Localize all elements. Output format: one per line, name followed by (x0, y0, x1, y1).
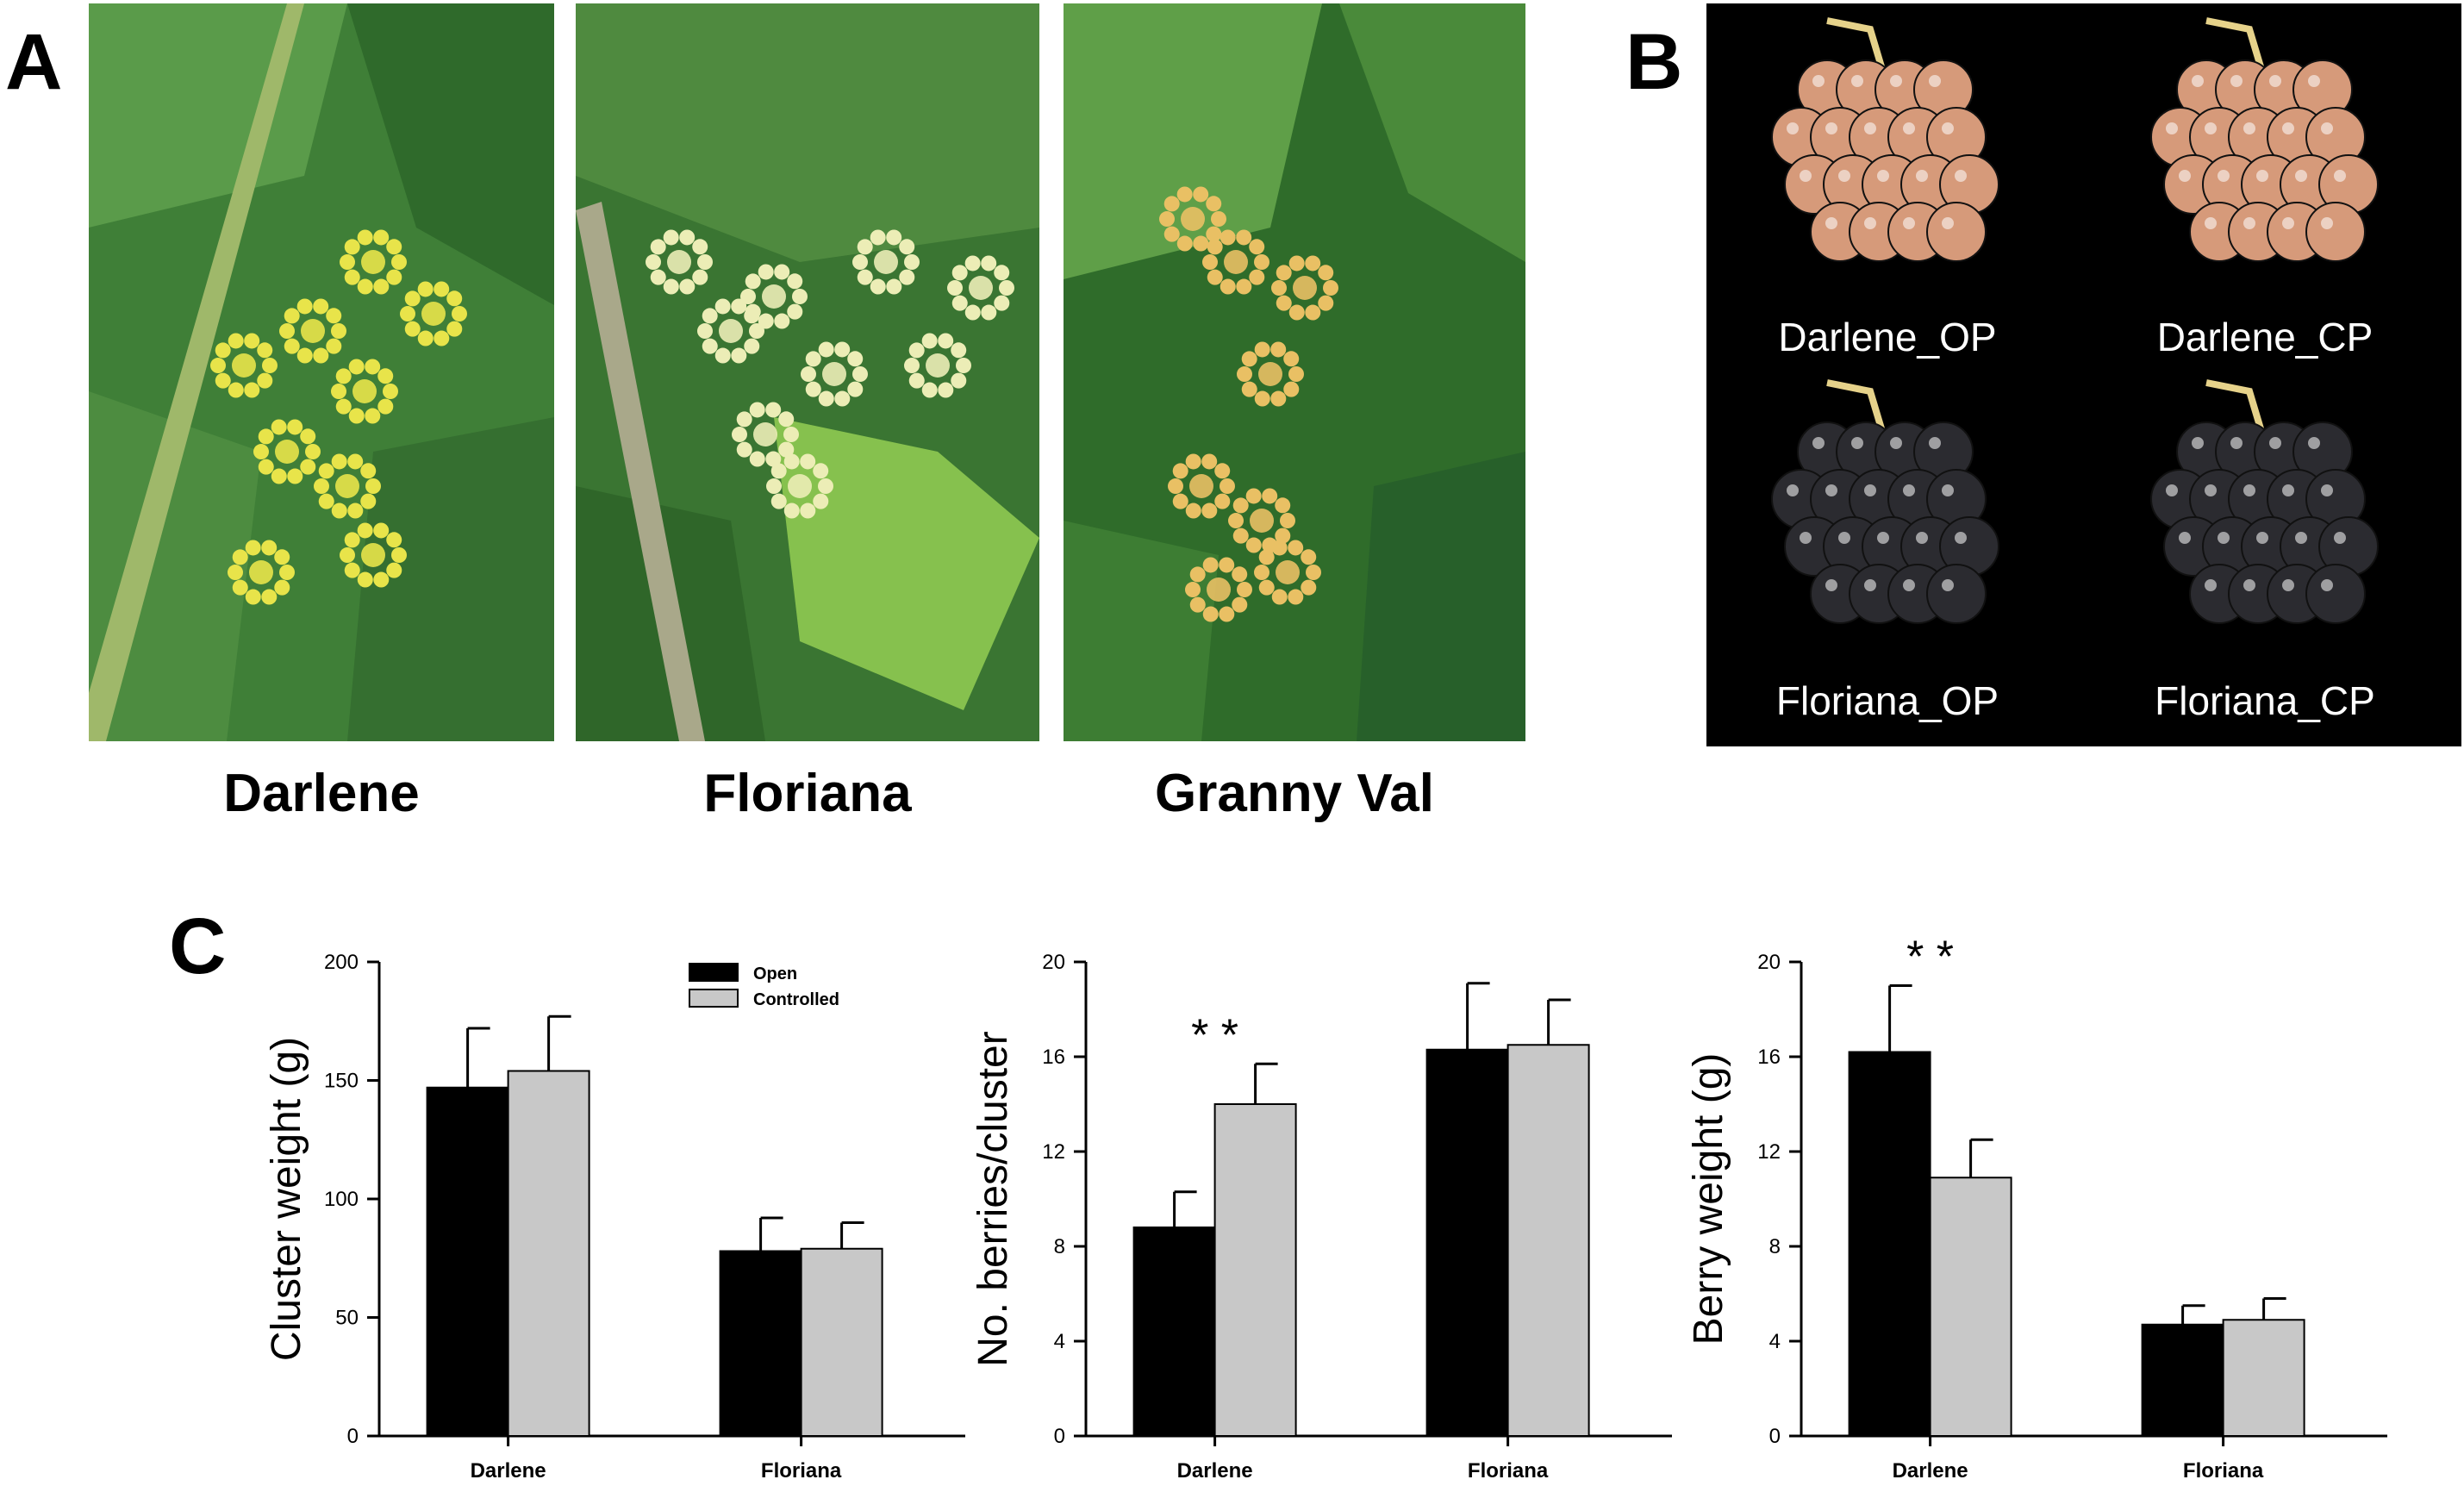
y-tick-label: 50 (335, 1307, 359, 1330)
berry-cluster (1771, 17, 1999, 262)
legend-label: Controlled (753, 990, 839, 1009)
chart-berry-weight: 0 4 8 12 16 20 Berry weight (g) Darlene Floriana… (1629, 931, 2405, 1492)
x-tick-label: Darlene (471, 1459, 546, 1483)
x-tick-label: Floriana (761, 1459, 842, 1483)
bar (426, 1086, 509, 1437)
caption-darlene: Darlene (223, 764, 420, 823)
y-tick-label: 8 (1769, 1235, 1781, 1258)
y-tick-label: 8 (1054, 1235, 1065, 1258)
y-tick-label: 12 (1042, 1140, 1065, 1164)
x-tick-label: Darlene (1893, 1459, 1968, 1483)
berry-cluster-photos: Darlene_OP Darlene_CP Floriana_OP Floria… (1706, 3, 2461, 746)
label-floriana-op: Floriana_OP (1775, 678, 1999, 723)
bar (1848, 1051, 1931, 1437)
berry-cluster (2150, 17, 2379, 262)
label-darlene-cp: Darlene_CP (2156, 315, 2374, 359)
legend-swatch (689, 963, 739, 982)
bar (2141, 1323, 2224, 1437)
y-axis-label: Berry weight (g) (1686, 1053, 1731, 1345)
y-tick-label: 16 (1042, 1046, 1065, 1069)
legend-swatch (689, 989, 739, 1008)
significance-label: * * (1191, 1010, 1238, 1060)
y-tick-label: 4 (1054, 1330, 1065, 1353)
label-floriana-cp: Floriana_CP (2155, 678, 2375, 723)
y-tick-label: 100 (324, 1188, 359, 1211)
x-tick-label: Darlene (1177, 1459, 1253, 1483)
chart-berries-per-cluster: 0 4 8 12 16 20 No. berries/cluster Darlene Flori… (914, 931, 1689, 1492)
panel-letter-b: B (1625, 18, 1683, 106)
y-axis-label: Cluster weight (g) (264, 1037, 309, 1361)
bar (1132, 1227, 1216, 1437)
bar (1506, 1044, 1590, 1437)
y-tick-label: 0 (347, 1425, 359, 1448)
flower-cluster (210, 229, 467, 605)
y-tick-label: 4 (1769, 1330, 1781, 1353)
bar (1929, 1177, 2012, 1437)
bar (2222, 1319, 2305, 1437)
y-tick-label: 0 (1769, 1425, 1781, 1448)
y-tick-label: 20 (1042, 951, 1065, 974)
significance-label: * * (1906, 933, 1954, 983)
legend-label: Open (753, 964, 797, 983)
panel-letter-c: C (169, 902, 227, 990)
x-tick-label: Floriana (2183, 1459, 2264, 1483)
panel-letter-a: A (5, 18, 63, 106)
bar (1425, 1048, 1509, 1437)
photo-granny-val-flowers (1064, 3, 1525, 741)
y-tick-label: 16 (1757, 1046, 1781, 1069)
bar (1213, 1103, 1297, 1437)
berry-cluster (1771, 379, 1999, 624)
chart-cluster-weight: 0 50 100 150 200 Cluster weight (g) Darlene Flo… (207, 931, 982, 1492)
caption-granny-val: Granny Val (1155, 764, 1434, 823)
label-darlene-op: Darlene_OP (1778, 315, 1997, 359)
bar (507, 1070, 590, 1437)
y-tick-label: 20 (1757, 951, 1781, 974)
y-tick-label: 200 (324, 951, 359, 974)
flower-cluster (646, 229, 1014, 519)
y-axis-label: No. berries/cluster (970, 1031, 1016, 1366)
flower-cluster (1159, 186, 1338, 622)
berry-cluster (2150, 379, 2379, 624)
y-tick-label: 150 (324, 1070, 359, 1093)
y-tick-label: 12 (1757, 1140, 1781, 1164)
photo-floriana-flowers (576, 3, 1039, 741)
bar (800, 1247, 883, 1437)
photo-darlene-flowers (89, 3, 554, 741)
caption-floriana: Floriana (703, 764, 912, 823)
y-tick-label: 0 (1054, 1425, 1065, 1448)
x-tick-label: Floriana (1468, 1459, 1549, 1483)
bar (719, 1250, 802, 1437)
